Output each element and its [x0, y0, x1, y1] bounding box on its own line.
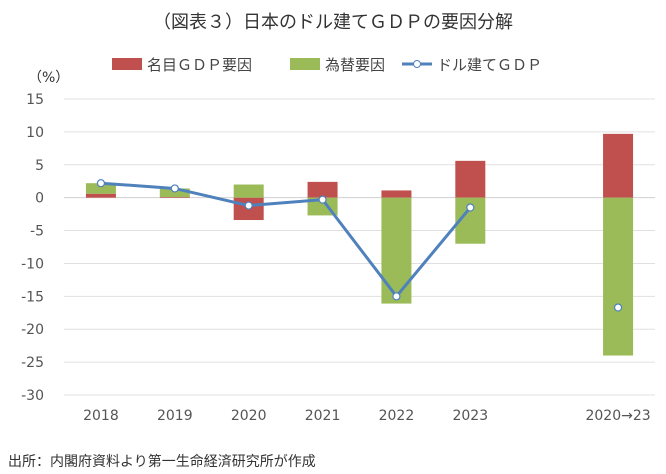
line-point — [96, 179, 106, 188]
bar — [603, 197, 634, 356]
bar — [381, 197, 412, 304]
chart-title: （図表３）日本のドル建てＧＤＰの要因分解 — [153, 12, 513, 33]
legend-label: ドル建てＧＤＰ — [437, 56, 542, 74]
x-tick-label: 2021 — [305, 408, 341, 424]
y-tick-label: 5 — [35, 158, 44, 174]
line-point — [170, 184, 179, 193]
y-tick-label: 0 — [35, 191, 44, 207]
x-tick-label: 2019 — [157, 408, 193, 424]
bar — [603, 133, 634, 198]
bar — [85, 183, 116, 194]
bar — [159, 188, 190, 198]
gridlines: 15 10 5 0 -5 -10 -15 -20 -25 -30 — [21, 92, 655, 404]
bar — [85, 193, 116, 198]
y-tick-label: -30 — [21, 388, 44, 404]
legend-label: 名目ＧＤＰ要因 — [147, 56, 252, 74]
bars — [85, 133, 634, 356]
bar — [381, 190, 412, 198]
y-tick-label: -5 — [30, 224, 44, 240]
line-path — [100, 181, 472, 299]
line-point — [466, 203, 475, 212]
legend-label: 為替要因 — [325, 56, 385, 74]
legend-swatch — [112, 58, 142, 70]
bar — [159, 197, 190, 198]
y-tick-label: -25 — [21, 355, 44, 371]
x-tick-label: 2018 — [83, 408, 119, 424]
line-point — [392, 292, 401, 301]
x-tick-label: 2022 — [379, 408, 415, 424]
x-tick-label: 2023 — [452, 408, 488, 424]
bar — [455, 160, 486, 198]
line-point — [244, 201, 253, 210]
bar — [307, 181, 338, 198]
x-tick-label: 2020 — [231, 408, 267, 424]
y-tick-label: -20 — [21, 322, 44, 338]
y-tick-label: -10 — [21, 256, 44, 272]
legend-marker — [413, 60, 421, 68]
x-tick-label: 2020→23 — [585, 408, 650, 424]
line-point — [613, 303, 623, 312]
legend-swatch — [290, 58, 320, 70]
line-series — [96, 179, 623, 312]
y-axis-label: （%） — [28, 70, 69, 86]
y-tick-label: 15 — [26, 92, 44, 108]
line-point — [318, 195, 327, 204]
y-tick-label: -15 — [21, 289, 44, 305]
source-note: 出所：内閣府資料より第一生命経済研究所が作成 — [8, 453, 316, 470]
legend: 名目ＧＤＰ要因 為替要因 ドル建てＧＤＰ — [112, 56, 542, 74]
x-tick-labels: 2018 2019 2020 2021 2022 2023 2020→23 — [83, 408, 651, 424]
y-tick-label: 10 — [26, 125, 44, 141]
bar — [233, 184, 264, 198]
